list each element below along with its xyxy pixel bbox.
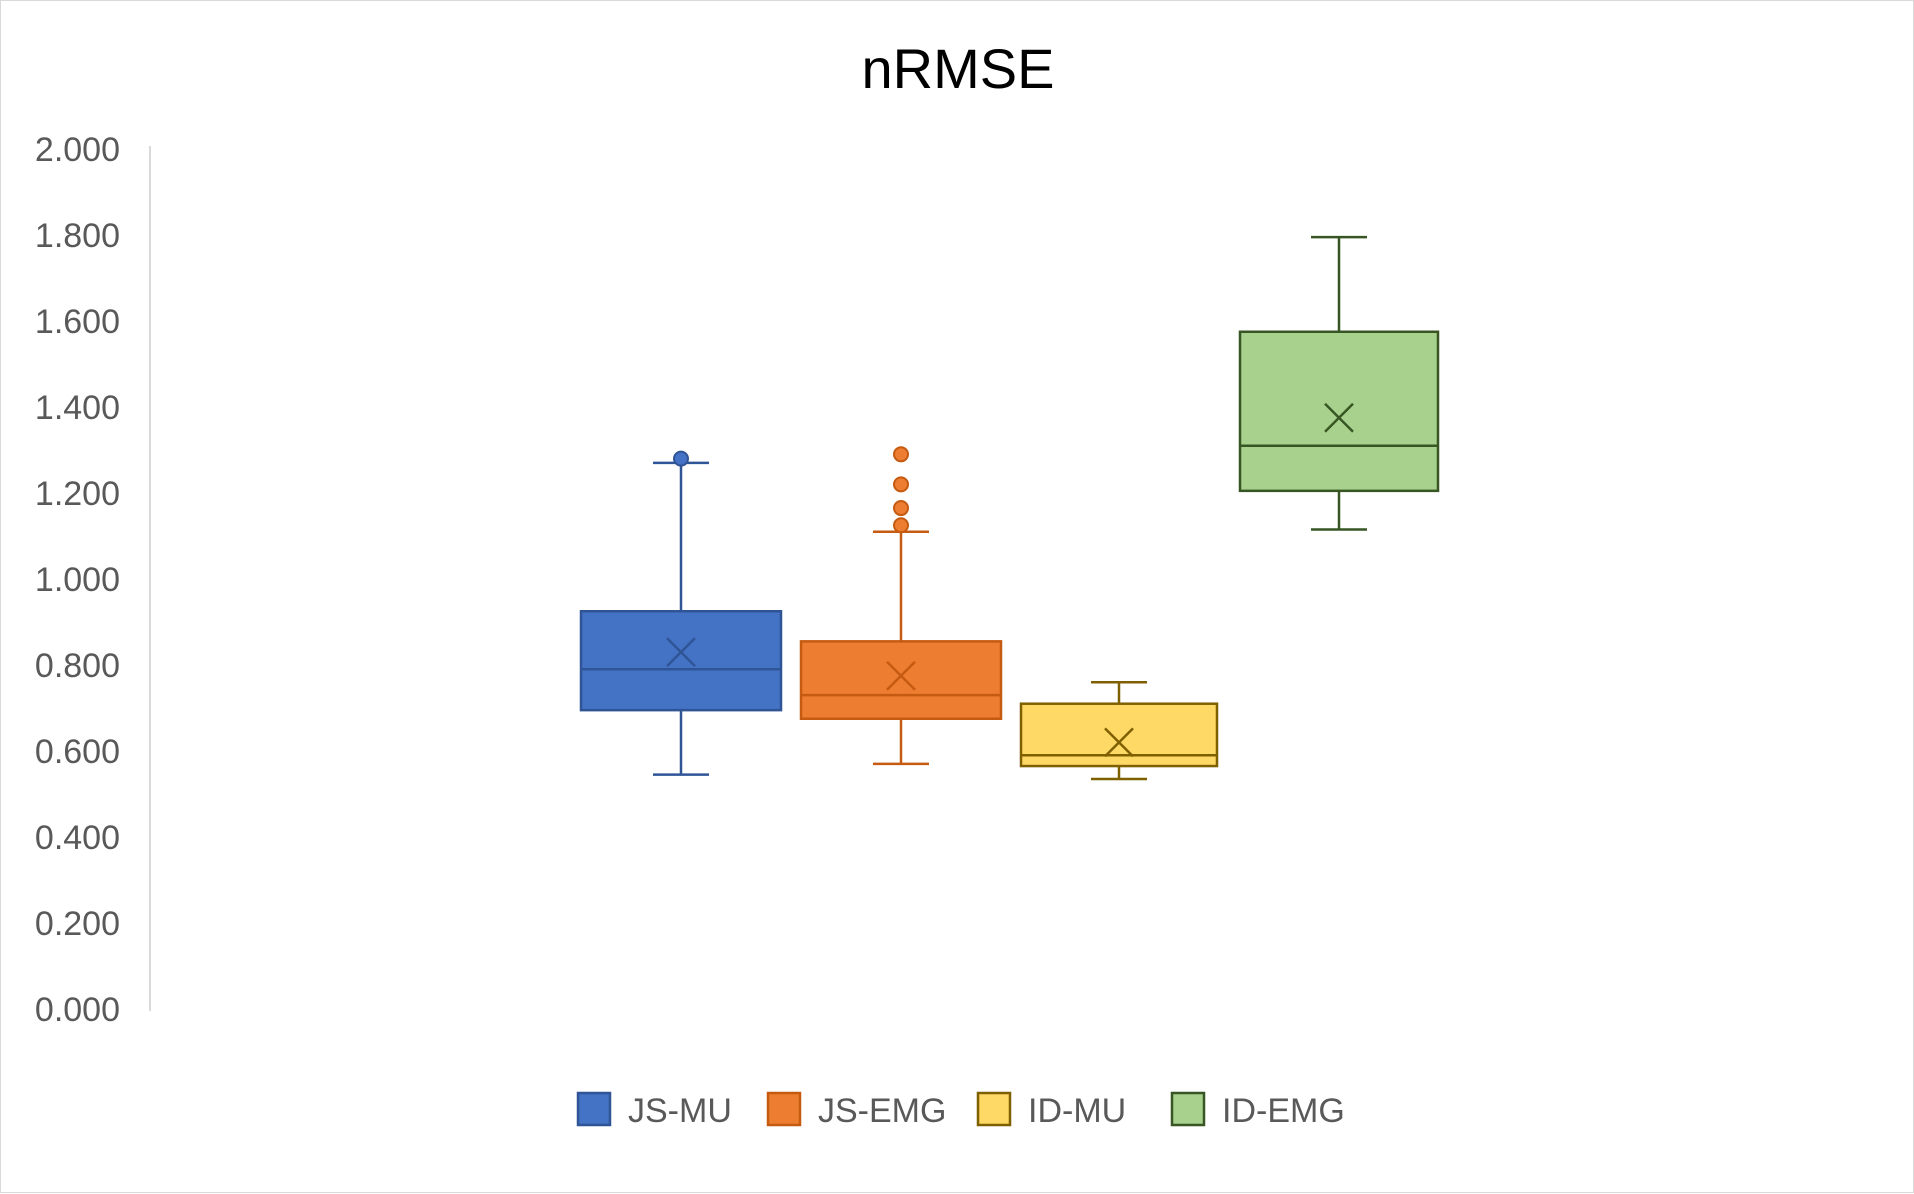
legend-label: JS-EMG [818, 1092, 946, 1130]
legend-item-js-mu: JS-MU [576, 1091, 732, 1130]
y-tick-label: 0.000 [35, 991, 120, 1029]
iqr-box [1019, 702, 1219, 768]
y-tick-label: 0.400 [35, 819, 120, 857]
legend-item-id-mu: ID-MU [976, 1091, 1126, 1130]
box-js-mu [579, 450, 783, 776]
box-id-emg [1238, 235, 1440, 531]
legend-label: ID-EMG [1222, 1092, 1345, 1130]
legend-swatch [576, 1091, 612, 1127]
outlier-point [893, 500, 909, 517]
y-tick-label: 1.800 [35, 217, 120, 255]
y-tick-label: 1.400 [35, 389, 120, 427]
mean-marker [666, 637, 696, 667]
outlier-point [673, 450, 689, 467]
iqr-box [579, 610, 783, 712]
outlier-point [893, 476, 909, 493]
legend-swatch [1170, 1091, 1206, 1127]
legend-item-js-emg: JS-EMG [766, 1091, 946, 1130]
mean-marker [886, 660, 916, 691]
y-tick-label: 2.000 [35, 131, 120, 169]
outlier-point [893, 446, 909, 463]
y-tick-label: 0.800 [35, 647, 120, 685]
iqr-box [799, 640, 1003, 720]
legend: JS-MU JS-EMG ID-MU ID-EMG [576, 1091, 1345, 1130]
legend-swatch [976, 1091, 1012, 1127]
y-tick-label: 0.200 [35, 905, 120, 943]
legend-swatch [766, 1091, 802, 1127]
y-tick-label: 1.600 [35, 303, 120, 341]
chart-title: nRMSE [862, 37, 1055, 100]
mean-marker [1104, 727, 1134, 758]
legend-item-id-emg: ID-EMG [1170, 1091, 1345, 1130]
box-series [579, 235, 1440, 781]
mean-marker [1324, 402, 1354, 433]
y-tick-label: 1.000 [35, 561, 120, 599]
y-axis-ticks: 0.000 0.200 0.400 0.600 0.800 1.000 1.200 1.400… [35, 131, 120, 1029]
legend-label: ID-MU [1028, 1092, 1126, 1130]
legend-label: JS-MU [628, 1092, 732, 1130]
iqr-box [1238, 330, 1440, 493]
y-tick-label: 1.200 [35, 475, 120, 513]
outlier-point [893, 517, 909, 534]
box-js-emg [799, 446, 1003, 766]
y-tick-label: 0.600 [35, 733, 120, 771]
box-id-mu [1019, 680, 1219, 781]
